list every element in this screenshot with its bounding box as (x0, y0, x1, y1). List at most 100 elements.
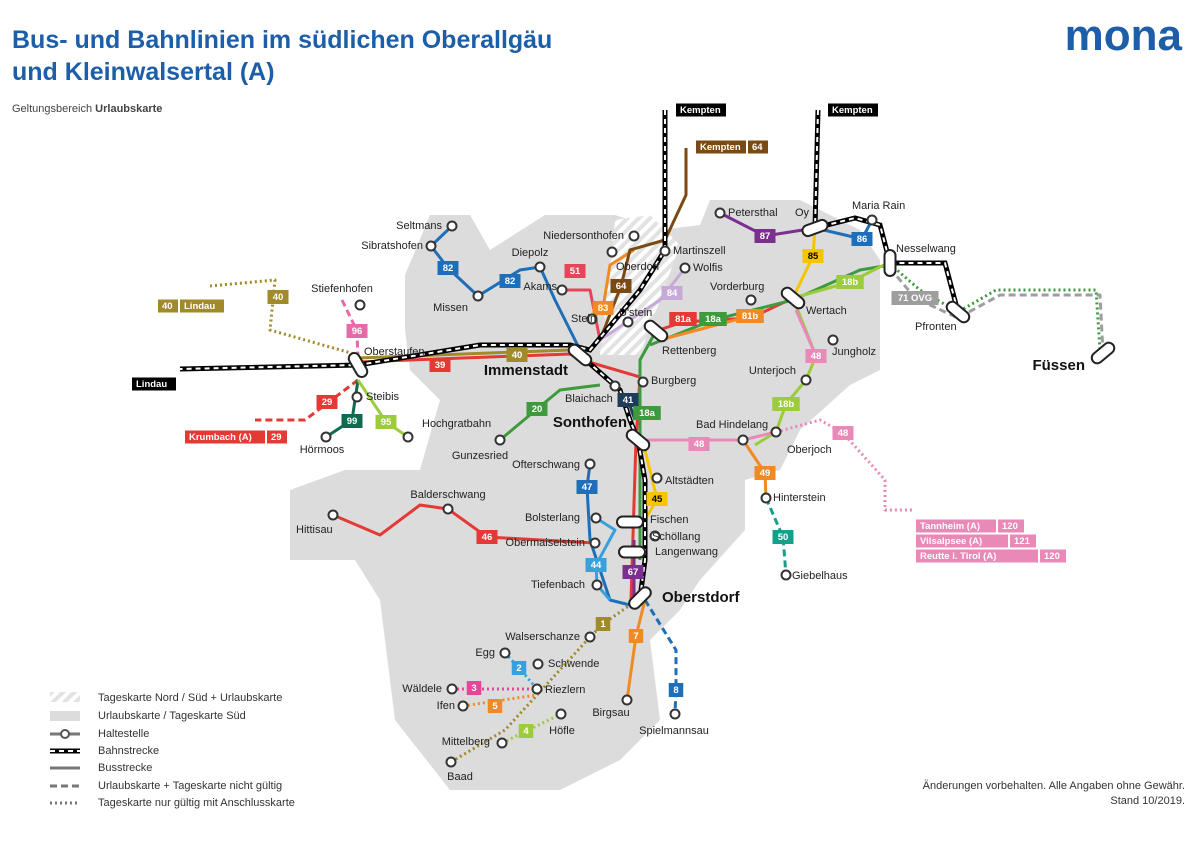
bus-route (764, 497, 788, 576)
legend-label: Tageskarte Nord / Süd + Urlaubskarte (98, 692, 282, 704)
station-label: Wolfis (693, 262, 723, 274)
destination-box (916, 519, 996, 533)
station (534, 261, 546, 273)
station (659, 245, 671, 257)
station-label: Riezlern (545, 684, 585, 696)
destination-label: Kempten (832, 105, 873, 116)
line-badge (699, 312, 727, 326)
line-badge-label: 48 (838, 428, 849, 439)
line-badge (622, 565, 644, 579)
line-badge-label: 18a (639, 408, 656, 419)
station-label: Akams (523, 281, 557, 293)
station-label: Obermaiselstein (506, 537, 585, 549)
line-badge (518, 724, 534, 738)
legend-swatch (60, 729, 70, 739)
interchange (883, 249, 897, 277)
station-label: Burgberg (651, 375, 696, 387)
interchange (625, 428, 651, 452)
destination-label: 40 (162, 301, 173, 312)
station (354, 299, 366, 311)
destination-box (267, 430, 287, 444)
line-badge-label: 81b (742, 311, 759, 322)
bus-route (562, 288, 602, 341)
station (669, 708, 681, 720)
station-label: Baad (447, 771, 473, 783)
station (637, 376, 649, 388)
bus-route (209, 278, 359, 357)
line-badge (429, 358, 451, 372)
station-label: Ifen (437, 700, 455, 712)
line-badge (669, 312, 697, 326)
line-badge (628, 629, 644, 643)
station-label: Oberstaufen (364, 346, 425, 358)
station-label: Rettenberg (662, 345, 716, 357)
station-label: Oberdorf (616, 261, 660, 273)
line-badge (633, 406, 661, 420)
station (866, 214, 878, 226)
line-badge-label: 67 (628, 567, 639, 578)
station (590, 512, 602, 524)
station (327, 509, 339, 521)
line-badge-label: 51 (570, 266, 581, 277)
line-badge-label: 39 (435, 360, 446, 371)
destination-label: Kempten (680, 105, 721, 116)
station-label: Missen (433, 302, 468, 314)
line-badge-label: 20 (532, 404, 543, 415)
bus-route (638, 330, 658, 560)
line-badge-label: 5 (492, 701, 498, 712)
station-label: Niedersonthofen (543, 230, 624, 242)
line-badge-label: 81a (675, 314, 692, 325)
station-label: Steibis (366, 391, 400, 403)
line-badge (688, 437, 710, 451)
station (714, 207, 726, 219)
line-badge-label: 85 (808, 251, 819, 262)
station-label: Tiefenbach (531, 579, 585, 591)
station-label: Petersthal (728, 207, 778, 219)
interchange (618, 545, 646, 559)
line-badge-label: 1 (600, 619, 606, 630)
station (591, 579, 603, 591)
line-badge-label: 46 (482, 532, 493, 543)
line-badge-label: 47 (582, 482, 593, 493)
line-badge (476, 530, 498, 544)
station-label: Immenstadt (484, 362, 568, 379)
line-badge (499, 274, 521, 288)
line-badge (891, 291, 939, 305)
line-badge-label: 44 (591, 560, 602, 571)
station-label: Oberjoch (787, 444, 832, 456)
line-badge-label: 49 (760, 468, 771, 479)
bus-route (599, 267, 687, 342)
station (425, 240, 437, 252)
station (446, 683, 458, 695)
line-badge-label: 86 (857, 234, 868, 245)
station (556, 284, 568, 296)
station (780, 569, 792, 581)
station (531, 683, 543, 695)
bus-route (659, 314, 751, 342)
station-label: Stein (571, 313, 596, 325)
station-label: Egg (475, 647, 495, 659)
destination-label: Lindau (136, 379, 167, 390)
line-badge-label: 82 (443, 263, 454, 274)
station (402, 431, 414, 443)
interchange (347, 352, 369, 378)
line-badge-label: 2 (516, 663, 521, 674)
station (457, 700, 469, 712)
station-label: Giebelhaus (792, 570, 848, 582)
destination-box (1010, 534, 1036, 548)
station-label: Diepolz (512, 247, 549, 259)
station-label: Sibratshofen (361, 240, 423, 252)
line-badge-label: 3 (471, 683, 476, 694)
line-badge (466, 681, 482, 695)
station-label: Gunzesried (452, 450, 508, 462)
destination-box (916, 549, 1038, 563)
station-label: Martinszell (673, 245, 726, 257)
line-badge (346, 324, 368, 338)
station-label: Bolsterlang (525, 512, 580, 524)
line-badge (610, 279, 632, 293)
title: und Kleinwalsertal (A) (12, 58, 275, 86)
station (555, 708, 567, 720)
station-label: Füssen (1032, 357, 1085, 374)
destination-label: Tannheim (A) (920, 521, 980, 532)
